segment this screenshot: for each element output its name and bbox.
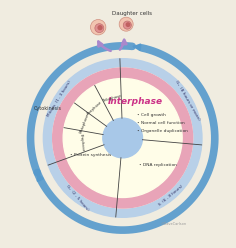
Circle shape	[103, 118, 143, 158]
Circle shape	[95, 24, 104, 32]
Text: S  (6 - 8 hours): S (6 - 8 hours)	[158, 184, 184, 207]
Circle shape	[53, 68, 193, 208]
Text: Prophase: Prophase	[79, 133, 85, 152]
Text: Metaphase: Metaphase	[78, 113, 90, 134]
Circle shape	[90, 20, 106, 35]
Circle shape	[63, 79, 182, 197]
Text: • Organelle duplication: • Organelle duplication	[137, 129, 188, 133]
Text: Telophase: Telophase	[102, 94, 122, 103]
Text: • DNA replication: • DNA replication	[139, 163, 177, 167]
Circle shape	[123, 21, 131, 29]
Text: Daughter cells: Daughter cells	[112, 11, 152, 16]
Text: G₁  (8 hours or more): G₁ (8 hours or more)	[174, 80, 200, 122]
Text: ©DaveCarlson: ©DaveCarlson	[161, 222, 187, 226]
Circle shape	[119, 17, 133, 31]
Text: Mitosis  (1 - 3 hours): Mitosis (1 - 3 hours)	[46, 80, 72, 117]
Circle shape	[126, 23, 130, 26]
Circle shape	[98, 26, 102, 30]
Text: Interphase: Interphase	[108, 97, 163, 106]
Circle shape	[53, 68, 193, 208]
Text: Cytokinesis: Cytokinesis	[34, 106, 62, 111]
Text: Anaphase: Anaphase	[86, 100, 103, 116]
Circle shape	[43, 59, 202, 217]
Text: • Protein synthesis: • Protein synthesis	[70, 154, 111, 157]
Text: • Normal cell function: • Normal cell function	[137, 121, 184, 125]
Text: G₂  (2 - 5 hours): G₂ (2 - 5 hours)	[66, 184, 90, 212]
Text: • Cell growth: • Cell growth	[137, 113, 165, 117]
